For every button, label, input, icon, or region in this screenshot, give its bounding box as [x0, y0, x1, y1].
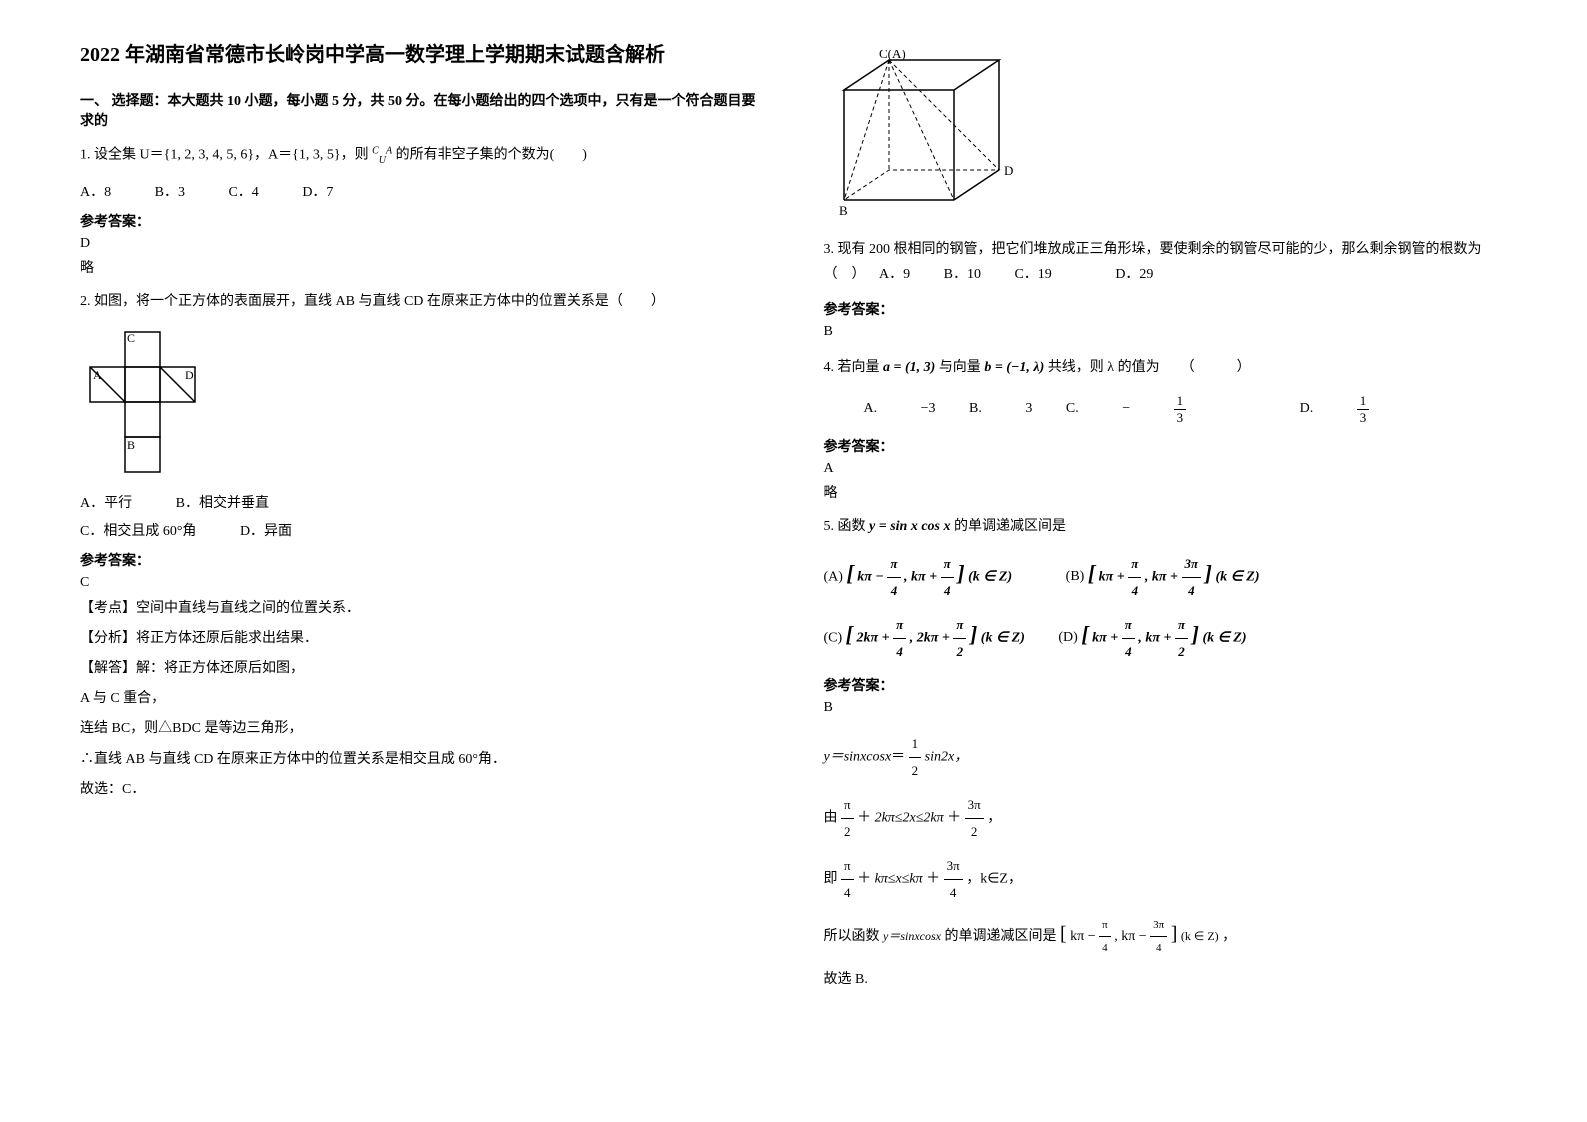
- q3-opt-c: C．19: [1014, 267, 1051, 282]
- q3-opt-a: A．9: [879, 267, 910, 282]
- q2-line2: 连结 BC，则△BDC 是等边三角形，: [80, 716, 764, 741]
- q3-opt-d: D．29: [1115, 267, 1153, 282]
- q1-stem-suffix: 的所有非空子集的个数为( ): [396, 148, 587, 163]
- q5-sol-line3: 即 π4 ＋ kπ≤x≤kπ ＋ 3π4 ，k∈Z，: [824, 853, 1508, 906]
- svg-text:A: A: [93, 368, 102, 382]
- q4-opt-c-frac: 1 3: [1174, 393, 1227, 426]
- q1-answer-label: 参考答案：: [80, 211, 764, 231]
- svg-text:C: C: [127, 331, 135, 345]
- q2-answer: C: [80, 575, 764, 591]
- right-column: C(A) B D 3. 现有 200 根相同的钢管，把它们堆放成正三角形垛，要使…: [824, 40, 1508, 997]
- q1-opt-c: C．4: [228, 185, 258, 200]
- question-4: 4. 若向量 a = (1, 3) 与向量 b = (−1, λ) 共线，则 λ…: [824, 355, 1508, 380]
- q1-stem-prefix: 1. 设全集 U＝{1, 2, 3, 4, 5, 6}，A＝{1, 3, 5}，…: [80, 148, 369, 163]
- q2-line4: 故选：C．: [80, 777, 764, 802]
- q2-line3: ∴直线 AB 与直线 CD 在原来正方体中的位置关系是相交且成 60°角．: [80, 747, 764, 772]
- q5-answer: B: [824, 700, 1508, 716]
- q4-opt-a-label: A.: [864, 401, 878, 416]
- q4-answer: A: [824, 461, 1508, 477]
- q2-point: 【考点】空间中直线与直线之间的位置关系．: [80, 596, 764, 621]
- q2-opt-c: C．相交且成 60°角: [80, 524, 196, 539]
- q4-vec-a: a = (1, 3): [883, 360, 935, 375]
- q4-prefix: 4. 若向量: [824, 360, 880, 375]
- q2-opt-b: B．相交并垂直: [176, 496, 269, 511]
- q4-vec-b: b = (−1, λ): [984, 360, 1044, 375]
- q5-opts-row2: (C) [ 2kπ + π4 , 2kπ + π2 ] (k ∈ Z) (D) …: [824, 612, 1508, 665]
- q4-opt-a-val: −3: [921, 401, 936, 416]
- q5-prefix: 5. 函数: [824, 519, 866, 534]
- svg-text:B: B: [127, 438, 135, 452]
- page-title: 2022 年湖南省常德市长岭岗中学高一数学理上学期期末试题含解析: [80, 40, 764, 70]
- q2-opt-d: D．异面: [240, 524, 292, 539]
- q2-opt-a: A．平行: [80, 496, 132, 511]
- q4-opt-c-sign: −: [1122, 401, 1130, 416]
- q1-opt-d: D．7: [302, 185, 333, 200]
- q4-answer-label: 参考答案：: [824, 436, 1508, 456]
- q2-solve: 【解答】解：将正方体还原后如图，: [80, 656, 764, 681]
- q2-line1: A 与 C 重合，: [80, 686, 764, 711]
- q5-answer-label: 参考答案：: [824, 675, 1508, 695]
- q5-opt-a-label: (A): [824, 569, 843, 584]
- q4-opt-c-label: C.: [1066, 401, 1079, 416]
- q1-opt-a: A．8: [80, 185, 111, 200]
- q5-opt-d-label: (D): [1058, 630, 1077, 645]
- q4-suffix: 共线，则 λ 的值为 （ ）: [1048, 360, 1251, 375]
- cube-unfold-diagram: C A D B: [80, 327, 764, 482]
- q1-options: A．8 B．3 C．4 D．7: [80, 181, 764, 201]
- q2-options-2: C．相交且成 60°角 D．异面: [80, 520, 764, 540]
- q4-opt-d-frac: 1 3: [1357, 393, 1410, 426]
- q4-opt-b-val: 3: [1025, 401, 1032, 416]
- q4-note: 略: [824, 482, 1508, 502]
- question-5: 5. 函数 y = sin x cos x 的单调递减区间是: [824, 514, 1508, 539]
- q5-opt-b-label: (B): [1066, 569, 1085, 584]
- q3-answer: B: [824, 324, 1508, 340]
- q3-answer-label: 参考答案：: [824, 299, 1508, 319]
- left-column: 2022 年湖南省常德市长岭岗中学高一数学理上学期期末试题含解析 一、 选择题：…: [80, 40, 764, 997]
- question-3: 3. 现有 200 根相同的钢管，把它们堆放成正三角形垛，要使剩余的钢管尽可能的…: [824, 237, 1508, 287]
- q4-options: A. −3 B. 3 C. − 1 3 D. 1 3: [864, 393, 1508, 426]
- q1-answer: D: [80, 236, 764, 252]
- cube-3d-diagram: C(A) B D: [824, 50, 1508, 225]
- question-1: 1. 设全集 U＝{1, 2, 3, 4, 5, 6}，A＝{1, 3, 5}，…: [80, 142, 764, 169]
- svg-text:D: D: [1004, 163, 1013, 178]
- section-header: 一、 选择题：本大题共 10 小题，每小题 5 分，共 50 分。在每小题给出的…: [80, 90, 764, 130]
- q1-note: 略: [80, 257, 764, 277]
- q4-opt-b-label: B.: [969, 401, 982, 416]
- q5-func: y = sin x cos x: [869, 519, 950, 534]
- svg-text:C(A): C(A): [879, 50, 906, 61]
- q1-complement-symbol: CUA: [372, 148, 392, 163]
- q5-suffix: 的单调递减区间是: [954, 519, 1066, 534]
- q2-answer-label: 参考答案：: [80, 550, 764, 570]
- q3-opt-b: B．10: [944, 267, 981, 282]
- svg-text:B: B: [839, 203, 848, 218]
- q1-opt-b: B．3: [155, 185, 185, 200]
- q4-mid: 与向量: [939, 360, 981, 375]
- q5-sol-line5: 故选 B.: [824, 967, 1508, 992]
- q4-opt-d-label: D.: [1300, 401, 1314, 416]
- q5-sol-line4: 所以函数 y＝sinxcosx 的单调递减区间是 [ kπ − π4 , kπ …: [824, 914, 1508, 959]
- q5-opts-row1: (A) [ kπ − π4 , kπ + π4 ] (k ∈ Z) (B) [ …: [824, 551, 1508, 604]
- question-2: 2. 如图，将一个正方体的表面展开，直线 AB 与直线 CD 在原来正方体中的位…: [80, 289, 764, 314]
- svg-text:D: D: [185, 368, 194, 382]
- q2-analysis: 【分析】将正方体还原后能求出结果．: [80, 626, 764, 651]
- q2-options: A．平行 B．相交并垂直: [80, 492, 764, 512]
- q5-opt-c-label: (C): [824, 630, 843, 645]
- q5-sol-line1: y＝sinxcosx＝ 12 sin2x，: [824, 731, 1508, 784]
- q5-sol-line2: 由 π2 ＋ 2kπ≤2x≤2kπ ＋ 3π2 ，: [824, 792, 1508, 845]
